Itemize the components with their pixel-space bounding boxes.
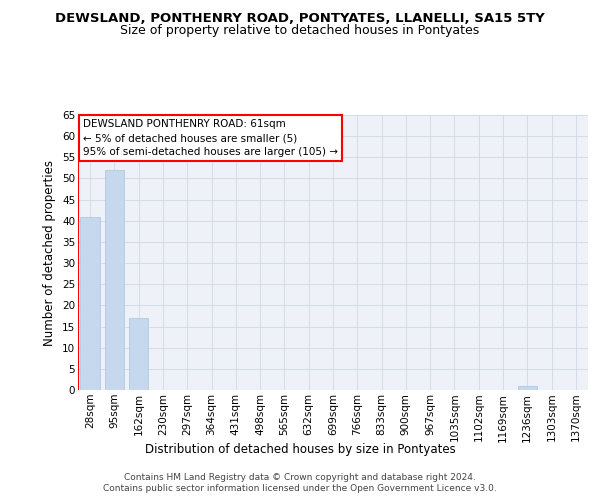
Bar — [129, 318, 148, 390]
Text: Contains HM Land Registry data © Crown copyright and database right 2024.: Contains HM Land Registry data © Crown c… — [124, 472, 476, 482]
Bar — [80, 216, 100, 390]
Text: Size of property relative to detached houses in Pontyates: Size of property relative to detached ho… — [121, 24, 479, 37]
Text: DEWSLAND, PONTHENRY ROAD, PONTYATES, LLANELLI, SA15 5TY: DEWSLAND, PONTHENRY ROAD, PONTYATES, LLA… — [55, 12, 545, 26]
Text: Contains public sector information licensed under the Open Government Licence v3: Contains public sector information licen… — [103, 484, 497, 493]
Y-axis label: Number of detached properties: Number of detached properties — [43, 160, 56, 346]
Bar — [105, 170, 124, 390]
Text: Distribution of detached houses by size in Pontyates: Distribution of detached houses by size … — [145, 442, 455, 456]
Text: DEWSLAND PONTHENRY ROAD: 61sqm
← 5% of detached houses are smaller (5)
95% of se: DEWSLAND PONTHENRY ROAD: 61sqm ← 5% of d… — [83, 119, 338, 157]
Bar — [518, 386, 537, 390]
